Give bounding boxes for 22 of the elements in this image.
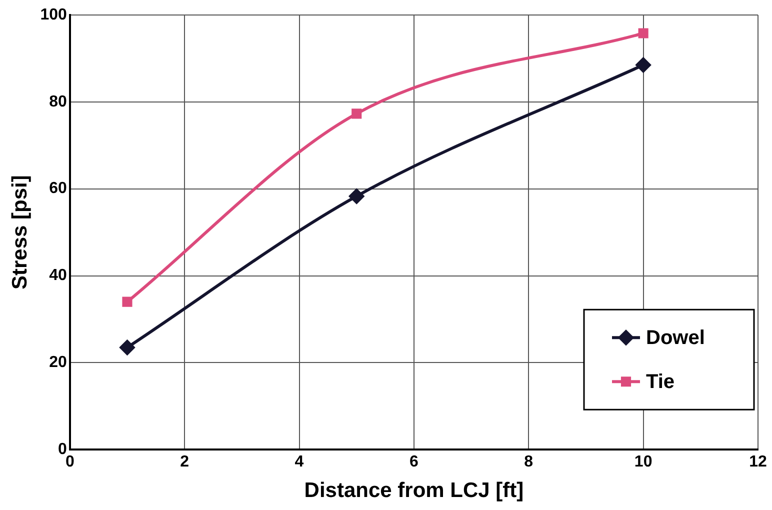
y-axis-title: Stress [psi]	[8, 175, 32, 290]
x-tick-label: 10	[634, 454, 652, 471]
y-tick-label: 100	[40, 6, 67, 24]
point	[352, 108, 362, 119]
x-axis-title: Distance from LCJ [ft]	[304, 479, 524, 502]
point	[638, 28, 648, 38]
x-tick-label: 4	[294, 454, 304, 471]
legend-label: Dowel	[646, 327, 705, 350]
x-tick-label: 2	[180, 454, 190, 471]
y-tick-label: 40	[49, 267, 67, 284]
point	[122, 296, 132, 307]
legend-label: Tie	[646, 371, 675, 394]
point	[120, 340, 135, 355]
point	[636, 57, 651, 72]
point	[349, 188, 364, 204]
x-tick-label: 8	[524, 454, 534, 471]
x-tick-label: 6	[409, 454, 418, 471]
y-tick-label: 0	[58, 441, 67, 458]
x-tick-label: 12	[749, 454, 767, 471]
y-tick-label: 20	[49, 354, 67, 372]
y-tick-label: 80	[49, 93, 67, 110]
y-tick-label: 60	[49, 180, 67, 198]
